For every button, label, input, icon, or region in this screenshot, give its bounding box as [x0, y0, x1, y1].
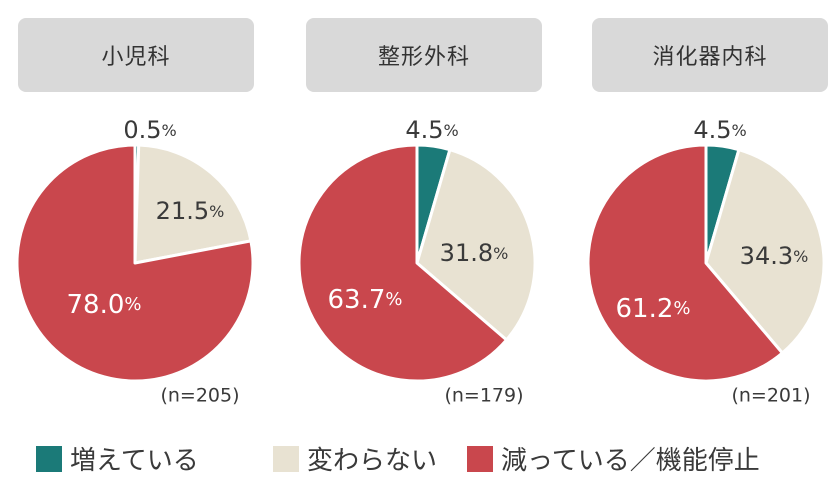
legend-item-unchanged: 変わらない — [273, 440, 437, 477]
pie-2-label-decreasing: 61.2% — [616, 294, 691, 324]
pie-1-label-increasing: 4.5% — [405, 116, 458, 144]
pie-1-slice-unchanged — [415, 148, 537, 342]
pie-0-slice-decreasing — [15, 143, 255, 383]
pie-1-slice-decreasing — [297, 143, 508, 383]
legend-swatch-unchanged — [273, 445, 299, 472]
legend-label-decreasing: 減っている／機能停止 — [501, 446, 760, 476]
pie-2-slice-decreasing — [586, 143, 784, 383]
chart-title-orthopedics: 整形外科 — [306, 18, 542, 92]
pie-0-n-label: (n=205) — [160, 385, 239, 407]
chart-title-gastroenterology: 消化器内科 — [592, 18, 828, 92]
pie-1-label-unchanged: 31.8% — [440, 239, 509, 267]
pie-0-label-decreasing: 78.0% — [67, 290, 142, 320]
legend: 増えている 変わらない 減っている／機能停止 — [0, 440, 830, 480]
legend-swatch-increasing — [36, 445, 62, 472]
legend-label-unchanged: 変わらない — [307, 446, 438, 476]
legend-swatch-decreasing — [467, 445, 493, 472]
pie-charts: 0.5% 21.5% 78.0% (n=205) 4.5% 31.8% 63.7% (n=17… — [15, 116, 826, 407]
pie-0-label-increasing: 0.5% — [123, 116, 176, 144]
chart-title-pediatrics: 小児科 — [18, 18, 254, 92]
legend-label-increasing: 増えている — [70, 446, 199, 476]
legend-item-increasing: 増えている — [36, 440, 199, 477]
pie-2-slice-unchanged — [704, 148, 826, 355]
pie-1-n-label: (n=179) — [444, 385, 523, 407]
pie-1-label-decreasing: 63.7% — [328, 285, 403, 315]
pie-2-n-label: (n=201) — [731, 385, 810, 407]
pie-0-label-unchanged: 21.5% — [156, 197, 225, 225]
legend-item-decreasing: 減っている／機能停止 — [467, 440, 760, 477]
pie-0-slice-unchanged — [133, 143, 253, 265]
pie-2-label-unchanged: 34.3% — [740, 242, 809, 270]
pie-2-label-increasing: 4.5% — [693, 116, 746, 144]
